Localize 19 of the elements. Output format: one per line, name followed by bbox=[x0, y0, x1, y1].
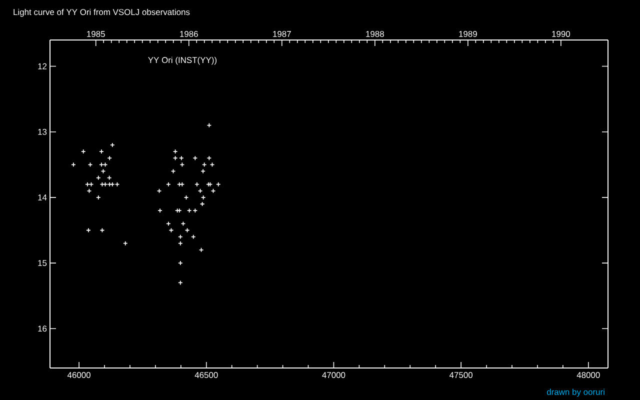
x-tick-label: 47000 bbox=[322, 372, 346, 378]
x2-tick-label: 1989 bbox=[459, 30, 477, 37]
x-tick-label: 46000 bbox=[67, 372, 90, 378]
x2-tick-label: 1988 bbox=[366, 30, 384, 37]
x-tick-label: 47500 bbox=[449, 372, 472, 378]
y-tick-label: 14 bbox=[38, 194, 47, 200]
chart-title: Light curve of YY Ori from VSOLJ observations bbox=[14, 8, 190, 17]
y-tick-label: 12 bbox=[38, 63, 47, 70]
x2-tick-label: 1986 bbox=[180, 30, 198, 37]
y-tick-label: 13 bbox=[38, 128, 47, 135]
x2-tick-label: 1985 bbox=[87, 30, 105, 37]
x2-tick-label: 1987 bbox=[273, 30, 291, 37]
y-tick-label: 15 bbox=[38, 260, 47, 266]
x-tick-label: 46500 bbox=[194, 372, 218, 378]
x2-tick-label: 1990 bbox=[552, 30, 570, 37]
y-tick-label: 16 bbox=[38, 326, 47, 332]
text: drawn by ooruri bbox=[546, 388, 604, 397]
x-tick-label: 48000 bbox=[576, 372, 600, 378]
annotation: YY Ori (INST(YY)) bbox=[148, 56, 217, 65]
